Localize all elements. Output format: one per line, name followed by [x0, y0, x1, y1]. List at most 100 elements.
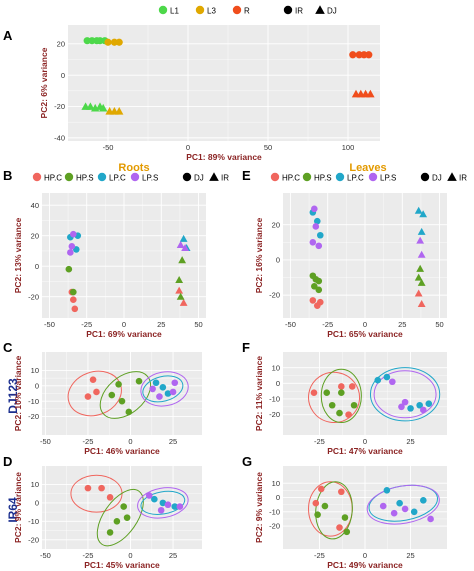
legend-a-key-l3 [195, 5, 205, 15]
panel-f-y-tick-label: -10 [269, 395, 280, 404]
panel-f-point-hp-c [348, 383, 356, 390]
panel-c-point-lp-s [169, 388, 177, 396]
panel-b-x-tick-label: 25 [157, 320, 165, 329]
panel-c-y-tick-label: -10 [28, 397, 39, 406]
legend-e-label-lp-c: LP.C [347, 174, 364, 183]
panel-e-point-lp-s [311, 205, 318, 213]
panel-e-x-tick-label: 50 [435, 320, 443, 329]
panel-g-point-lp-c [420, 497, 427, 504]
panel-f-y-tick-label: -20 [269, 410, 280, 419]
panel-a-point-r [365, 51, 373, 59]
panel-letter-b: B [3, 168, 12, 183]
panel-d-point-hp-c [106, 494, 114, 501]
panel-f-point-lp-s [389, 378, 396, 386]
panel-b-point-lp-s [70, 230, 77, 238]
panel-e-point-hp-s [414, 273, 423, 281]
panel-d-point-lp-s [145, 492, 153, 499]
panel-b-x-tick-label: 50 [194, 320, 202, 329]
legend-e-label-lp-s: LP.S [380, 174, 396, 183]
panel-d-x-tick-label: 0 [128, 551, 132, 560]
panel-b-x-axis-title: PC1: 69% variance [86, 329, 162, 339]
panel-b-y-axis-title: PC2: 13% variance [13, 217, 23, 293]
panel-e-point-hp-s [311, 283, 318, 290]
panel-e-point-hp-c [414, 289, 423, 297]
panel-a-y-tick-label: -20 [54, 102, 65, 111]
legend-e-label-hp-s: HP.S [314, 174, 332, 183]
panel-g-ellipse-hp-s [315, 481, 353, 540]
legend-a-label-l3: L3 [207, 7, 216, 16]
panel-letter-g: G [242, 454, 252, 469]
panel-d-point-lp-s [157, 506, 165, 514]
panel-e-point-hp-s [315, 277, 323, 285]
panel-c-y-tick-label: -20 [28, 412, 39, 421]
panel-f-x-tick-label: 25 [406, 437, 414, 446]
panel-d-point-lp-c [151, 495, 158, 503]
legend-a-key-ir [283, 5, 293, 15]
legend-a-key-dj [315, 5, 325, 14]
panel-g-y-tick-label: -20 [269, 522, 280, 531]
panel-b-point-hp-c [70, 296, 77, 304]
panel-g-point-lp-s [379, 502, 387, 510]
panel-e-point-hp-s [416, 264, 425, 272]
legend-a-label-r: R [244, 7, 250, 16]
panel-d-point-hp-c [98, 484, 105, 492]
panel-e-point-lp-c [316, 231, 324, 239]
panel-g-point-lp-s [390, 509, 398, 517]
panel-d-point-hp-s [123, 514, 131, 521]
panel-g-point-hp-c [312, 499, 320, 507]
panel-c-point-hp-s [118, 397, 126, 405]
panel-c-point-lp-s [156, 393, 163, 400]
panel-f-ellipse-lp-s [373, 370, 437, 419]
legend-b-label-hp-c: HP.C [44, 174, 62, 183]
panel-c-point-lp-c [152, 379, 160, 387]
side-label-ir64: IR64 [6, 497, 20, 523]
panel-b-x-tick-label: -25 [81, 320, 92, 329]
panel-c-ellipse-hp-s [99, 371, 152, 419]
panel-a-y-axis-title: PC2: 6% variance [39, 47, 49, 118]
panel-a-x-tick-label: 0 [186, 143, 190, 152]
panel-a-point-r [349, 51, 357, 59]
legend-b-key-ir [209, 172, 219, 181]
panel-c-point-hp-s [125, 408, 133, 416]
panel-e-y-axis-title: PC2: 16% variance [254, 217, 264, 293]
panel-c-point-lp-c [164, 390, 172, 397]
panel-e: -50 -25 0 25 50 -20 0 20 PC1: 65% variance PC2: 1… [254, 193, 447, 339]
panel-c-point-hp-s [108, 391, 116, 399]
panel-e-point-lp-c [313, 217, 321, 225]
panel-f-point-hp-s [336, 409, 343, 417]
panel-e-point-hp-c [417, 300, 426, 308]
panel-a-point-r [366, 89, 375, 98]
panel-g-point-hp-c [338, 488, 345, 496]
panel-d-y-tick-label: -20 [28, 535, 39, 544]
panel-f-ellipse-hp-s [320, 368, 362, 423]
panel-f-point-hp-c [345, 411, 352, 418]
panel-c: -50 -25 0 25 -20 -10 0 10 PC1: 46% variance PC2: … [13, 352, 202, 456]
panel-c-y-tick-label: 0 [35, 381, 39, 390]
panel-e-x-tick-label: -25 [322, 320, 333, 329]
panel-a-y-tick-label: -40 [54, 133, 65, 142]
panel-letter-d: D [3, 454, 12, 469]
panel-g-x-axis-title: PC1: 49% variance [327, 560, 403, 570]
panel-g-y-tick-label: -10 [269, 507, 280, 516]
panel-f-x-tick-label: -25 [314, 437, 325, 446]
panel-g-x-tick-label: -25 [314, 551, 325, 560]
panel-f-point-hp-s [350, 401, 358, 409]
panel-g-point-hp-s [343, 528, 351, 536]
panel-d-point-hp-c [84, 484, 92, 492]
legend-a-label-dj: DJ [327, 7, 337, 16]
panel-f: -25 0 25 -20 -10 0 10 PC1: 47% variance PC2: 11%… [254, 352, 447, 456]
panel-g-point-lp-s [427, 515, 434, 523]
panel-d: -50 -25 0 25 -20 -10 0 10 PC1: 45% variance PC2: … [13, 466, 202, 570]
legend-e-label-ir: IR [459, 174, 467, 183]
panel-d-x-axis-title: PC1: 45% variance [84, 560, 160, 570]
panel-g-x-tick-label: 0 [363, 551, 367, 560]
panel-b-x-tick-label: 0 [122, 320, 126, 329]
panel-a-point-l3 [104, 38, 112, 46]
panel-d-point-lp-c [171, 503, 179, 510]
panel-f-y-tick-label: 10 [272, 363, 280, 372]
panel-c-x-tick-label: -50 [40, 437, 51, 446]
panel-b-point-hp-s [176, 292, 185, 300]
legend-b-label-hp-s: HP.S [76, 174, 94, 183]
